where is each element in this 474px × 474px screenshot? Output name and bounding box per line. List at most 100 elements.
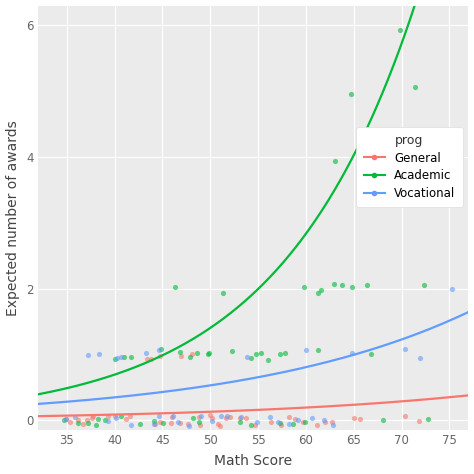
Point — [347, 90, 355, 98]
Point — [112, 412, 119, 420]
Point — [60, 417, 68, 424]
Point — [330, 281, 338, 288]
Point — [314, 346, 322, 354]
Point — [104, 417, 112, 424]
Point — [397, 26, 404, 33]
Point — [167, 419, 174, 427]
Point — [321, 419, 328, 426]
Point — [285, 413, 293, 420]
Point — [127, 354, 135, 361]
Point — [390, 156, 397, 164]
Point — [156, 418, 164, 426]
Point — [94, 416, 101, 423]
Point — [309, 415, 316, 422]
Point — [350, 414, 357, 422]
Point — [150, 417, 158, 424]
Point — [329, 421, 337, 428]
Point — [216, 422, 224, 429]
Point — [189, 414, 197, 422]
Point — [66, 419, 74, 426]
Point — [314, 289, 322, 296]
Point — [338, 281, 346, 289]
Point — [104, 412, 112, 419]
Point — [112, 414, 119, 422]
Point — [264, 356, 272, 364]
Point — [111, 356, 118, 363]
Point — [209, 414, 216, 421]
Point — [420, 281, 428, 288]
Point — [156, 353, 164, 360]
Point — [92, 421, 100, 429]
Point — [188, 350, 196, 358]
Point — [62, 415, 69, 423]
Point — [320, 416, 328, 423]
Point — [195, 413, 203, 421]
Point — [300, 283, 308, 291]
Point — [243, 353, 250, 361]
Point — [276, 419, 284, 427]
Point — [313, 421, 320, 429]
Point — [252, 350, 259, 357]
Point — [331, 157, 338, 165]
Point — [226, 413, 234, 421]
Point — [196, 421, 203, 428]
Point — [236, 419, 244, 426]
Point — [224, 412, 231, 419]
Point — [214, 420, 221, 428]
Point — [176, 419, 184, 427]
Point — [349, 283, 356, 291]
Point — [228, 347, 236, 355]
Point — [277, 421, 284, 428]
Point — [301, 418, 309, 426]
Point — [194, 349, 201, 357]
Point — [170, 412, 177, 420]
Point — [251, 421, 258, 429]
Point — [195, 418, 202, 426]
Point — [62, 415, 70, 422]
Point — [219, 289, 227, 297]
Point — [242, 414, 250, 421]
Point — [286, 420, 293, 428]
Point — [379, 416, 386, 424]
Point — [204, 350, 211, 358]
Point — [282, 349, 289, 357]
Point — [176, 348, 183, 356]
Point — [318, 287, 325, 294]
Point — [143, 355, 151, 363]
Point — [185, 422, 192, 429]
Point — [159, 419, 166, 427]
Point — [187, 354, 194, 361]
Point — [356, 415, 364, 423]
Point — [155, 412, 163, 419]
Point — [74, 417, 82, 424]
Point — [84, 419, 92, 427]
Point — [425, 415, 432, 423]
Point — [363, 282, 371, 289]
Point — [72, 413, 79, 421]
Point — [174, 418, 182, 426]
Point — [74, 419, 82, 426]
Point — [136, 420, 144, 428]
Point — [184, 420, 192, 428]
Point — [206, 411, 214, 419]
Point — [294, 416, 301, 424]
Point — [128, 422, 135, 429]
Point — [117, 412, 124, 420]
Point — [101, 417, 109, 424]
X-axis label: Math Score: Math Score — [214, 455, 292, 468]
Point — [416, 355, 424, 362]
Point — [120, 353, 128, 361]
Point — [113, 354, 120, 362]
Point — [83, 416, 91, 424]
Point — [291, 415, 299, 423]
Legend: General, Academic, Vocational: General, Academic, Vocational — [356, 127, 463, 207]
Point — [401, 346, 409, 353]
Point — [299, 419, 307, 426]
Point — [267, 418, 275, 426]
Point — [172, 283, 179, 291]
Point — [150, 420, 157, 428]
Point — [415, 417, 423, 425]
Point — [127, 412, 134, 420]
Point — [237, 413, 245, 420]
Point — [368, 350, 375, 358]
